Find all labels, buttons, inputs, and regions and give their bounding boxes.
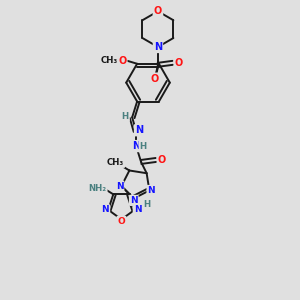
Text: O: O [175,58,183,68]
Text: O: O [118,56,126,66]
Text: O: O [118,217,125,226]
Text: O: O [158,155,166,165]
Text: N: N [132,141,140,151]
Text: NH₂: NH₂ [88,184,106,193]
Text: N: N [130,196,138,205]
Text: N: N [135,125,143,135]
Text: O: O [154,6,162,16]
Text: CH₃: CH₃ [101,56,118,65]
Text: O: O [151,74,159,84]
Text: N: N [134,205,141,214]
Text: H: H [140,142,147,151]
Text: N: N [101,205,109,214]
Text: CH₃: CH₃ [107,158,124,167]
Text: N: N [154,42,162,52]
Text: N: N [116,182,123,190]
Text: N: N [148,186,155,195]
Text: H: H [122,112,129,121]
Text: H: H [143,200,150,209]
